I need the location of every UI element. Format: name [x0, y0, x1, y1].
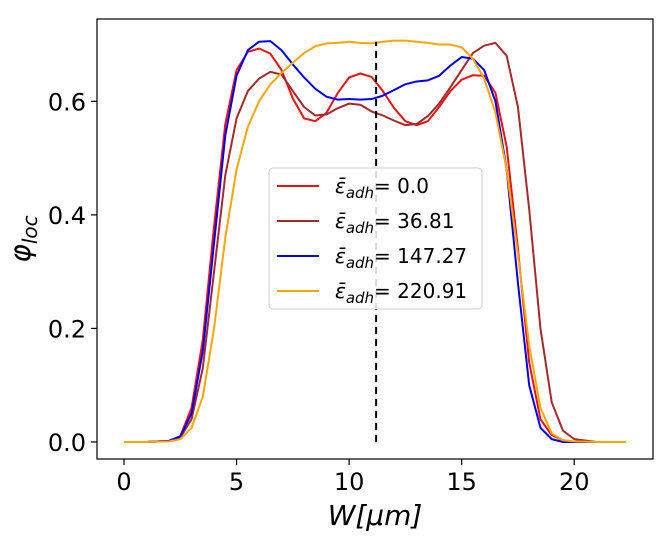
series-layer	[124, 39, 626, 443]
series-line-1	[124, 41, 626, 443]
legend-box	[268, 167, 483, 310]
plot-frame	[96, 18, 654, 460]
legend-subscript: adh	[346, 289, 374, 307]
legend-symbol: ε̄	[335, 279, 346, 303]
x-axis: 0 5 10 15 20	[116, 459, 589, 496]
y-axis-label: φloc	[4, 215, 42, 262]
x-axis-label: W[μm]	[328, 499, 423, 532]
x-tick-label: 20	[559, 468, 590, 496]
y-axis-label-symbol: φ	[4, 244, 37, 263]
legend-subscript: adh	[346, 184, 374, 202]
x-tick-label: 10	[334, 468, 365, 496]
y-axis-label-subscript: loc	[18, 215, 42, 244]
legend-entry-label: ε̄adh= 220.91	[335, 279, 467, 307]
legend-subscript: adh	[346, 219, 374, 237]
legend-entry-label: ε̄adh= 0.0	[335, 174, 429, 202]
series-line-2	[124, 40, 626, 443]
legend-value: = 220.91	[374, 279, 467, 303]
x-tick-label: 15	[446, 468, 477, 496]
y-tick-label: 0.4	[48, 202, 86, 230]
y-tick-label: 0.2	[48, 315, 86, 343]
series-line-3	[124, 39, 626, 443]
y-axis: 0.0 0.2 0.4 0.6	[48, 88, 97, 457]
legend: ε̄adh= 0.0ε̄adh= 36.81ε̄adh= 147.27ε̄adh…	[268, 167, 483, 310]
legend-symbol: ε̄	[335, 174, 346, 198]
x-tick-label: 0	[116, 468, 131, 496]
legend-value: = 0.0	[374, 174, 429, 198]
legend-entry-label: ε̄adh= 147.27	[335, 244, 467, 272]
y-tick-label: 0.6	[48, 88, 86, 116]
legend-value: = 147.27	[374, 244, 467, 268]
legend-entry-label: ε̄adh= 36.81	[335, 209, 454, 237]
x-tick-label: 5	[229, 468, 244, 496]
legend-value: = 36.81	[374, 209, 454, 233]
y-tick-label: 0.0	[48, 429, 86, 457]
legend-subscript: adh	[346, 254, 374, 272]
legend-symbol: ε̄	[335, 244, 346, 268]
legend-symbol: ε̄	[335, 209, 346, 233]
